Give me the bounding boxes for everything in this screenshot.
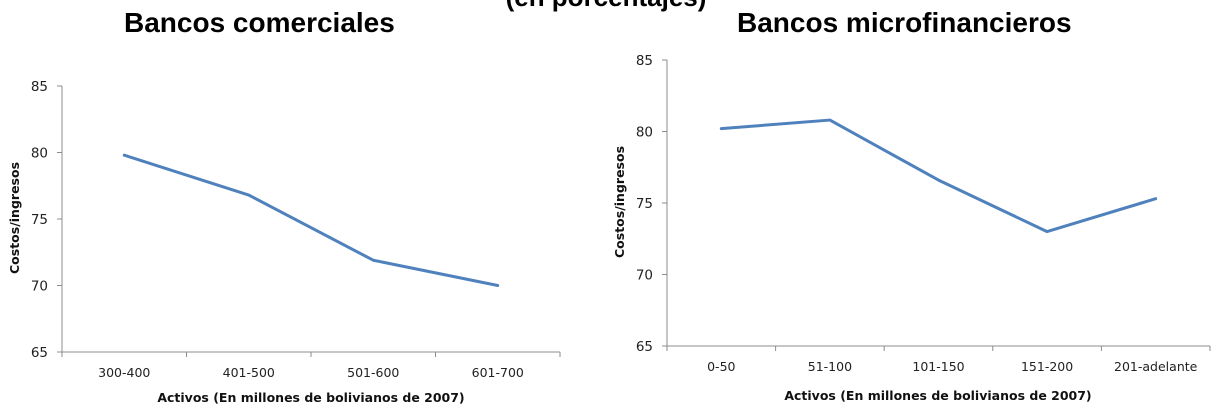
x-tick-label: 151-200 bbox=[1021, 359, 1073, 374]
x-tick-label: 201-adelante bbox=[1114, 359, 1198, 374]
x-tick-label: 51-100 bbox=[808, 359, 852, 374]
series-line bbox=[719, 118, 1158, 234]
x-axis-label: Activos (En millones de bolivianos de 20… bbox=[784, 388, 1091, 403]
data-point bbox=[1154, 197, 1157, 200]
y-tick-label: 70 bbox=[636, 268, 653, 284]
chart-title-microfinance-banks: Bancos microfinancieros bbox=[737, 7, 1072, 38]
data-point bbox=[372, 259, 375, 262]
data-point bbox=[828, 118, 832, 122]
page-heading: (en porcentajes) bbox=[0, 0, 1212, 10]
y-tick-label: 85 bbox=[636, 53, 653, 69]
y-axis-label: Costos/ingresos bbox=[612, 146, 627, 258]
x-tick-label: 300-400 bbox=[98, 365, 150, 380]
x-axis-label: Activos (En millones de bolivianos de 20… bbox=[157, 390, 464, 405]
data-point bbox=[496, 284, 499, 287]
y-tick-label: 80 bbox=[636, 125, 653, 141]
data-point bbox=[247, 193, 250, 197]
x-tick-label: 601-700 bbox=[472, 365, 524, 380]
y-tick-label: 70 bbox=[31, 279, 48, 295]
y-axis-label: Costos/ingresos bbox=[7, 162, 22, 274]
data-point bbox=[937, 178, 940, 182]
data-point bbox=[720, 127, 723, 130]
x-tick-label: 0-50 bbox=[707, 359, 735, 374]
x-tick-label: 501-600 bbox=[347, 365, 399, 380]
data-point bbox=[123, 153, 126, 157]
y-tick-label: 65 bbox=[31, 345, 48, 361]
y-tick-label: 75 bbox=[31, 212, 48, 228]
series-line bbox=[122, 153, 500, 287]
line-chart-microfinance-banks: 65 70 75 80 85 0-50 51-100 101-150 151-200 201-ad… bbox=[612, 53, 1211, 403]
y-tick-label: 85 bbox=[31, 79, 48, 95]
y-tick-label: 80 bbox=[31, 146, 48, 162]
data-point bbox=[1045, 230, 1049, 233]
x-tick-label: 101-150 bbox=[912, 359, 964, 374]
chart-title-commercial-banks: Bancos comerciales bbox=[124, 7, 395, 38]
y-tick-label: 75 bbox=[636, 196, 653, 212]
y-tick-label: 65 bbox=[636, 339, 653, 355]
line-chart-commercial-banks: 65 70 75 80 85 300-400 401-500 501-600 601-700 Ac… bbox=[7, 79, 561, 405]
x-tick-label: 401-500 bbox=[223, 365, 275, 380]
